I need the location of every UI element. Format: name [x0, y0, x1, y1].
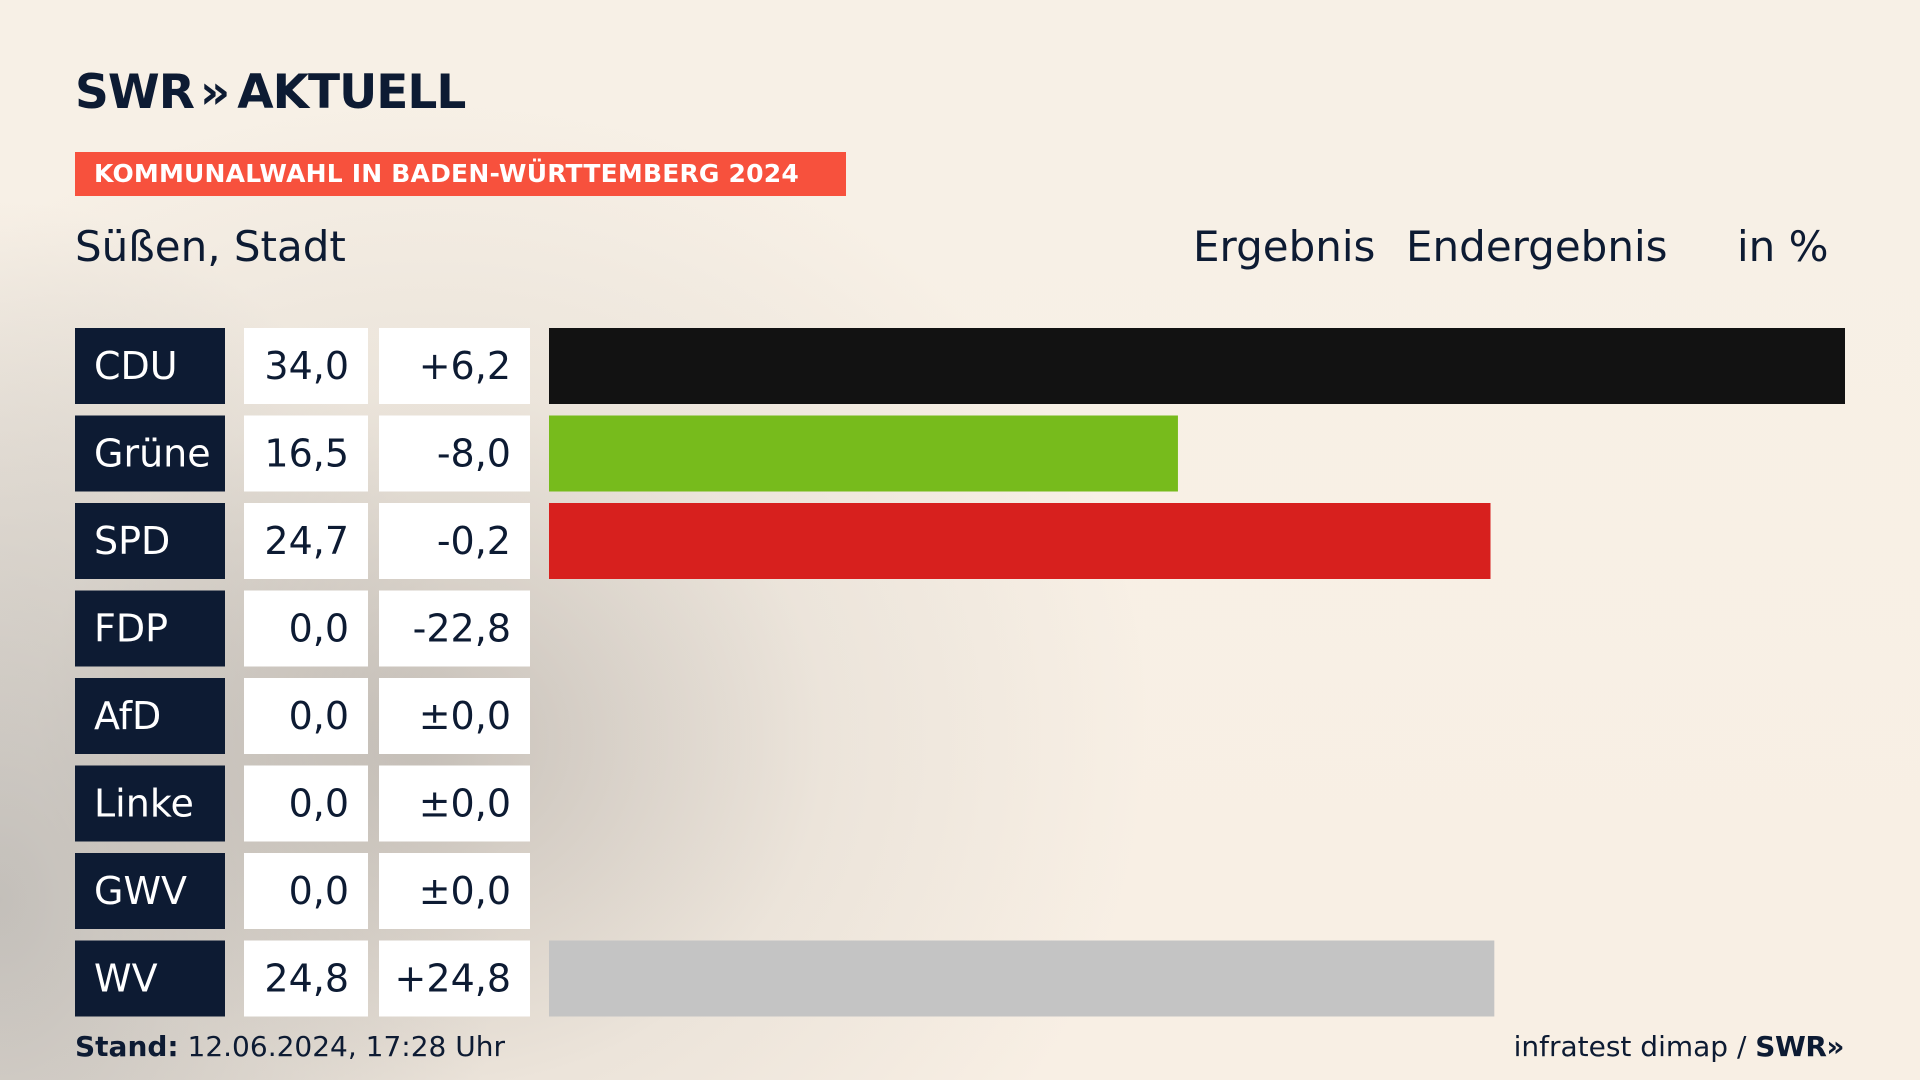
- party-label: WV: [94, 957, 158, 1001]
- change-cell: [379, 765, 530, 842]
- value-cell: [244, 590, 368, 667]
- value-label: 24,7: [264, 519, 349, 563]
- swr-aktuell-logo: SWR » AKTUELL: [75, 64, 466, 120]
- election-banner: KOMMUNALWAHL IN BADEN-WÜRTTEMBERG 2024: [75, 152, 846, 196]
- value-label: 0,0: [289, 782, 349, 826]
- logo-swr-text: SWR: [75, 64, 195, 120]
- party-label: Linke: [94, 782, 194, 826]
- party-label-box: [75, 503, 225, 579]
- party-label: CDU: [94, 344, 178, 388]
- change-label: -0,2: [437, 519, 511, 563]
- party-label-box: [75, 415, 225, 492]
- bar-grüne: [549, 415, 1178, 492]
- value-label: 16,5: [264, 432, 349, 476]
- source-swr-logo: SWR»: [1755, 1030, 1844, 1063]
- change-cell: [379, 328, 530, 404]
- party-label-box: [75, 765, 225, 842]
- source-credit: infratest dimap / SWR»: [1513, 1030, 1845, 1063]
- change-cell: [379, 590, 530, 667]
- party-label: Grüne: [94, 432, 211, 476]
- change-cell: [379, 940, 530, 1017]
- party-label-box: [75, 590, 225, 667]
- stand-label: Stand:: [75, 1030, 179, 1063]
- change-cell: [379, 678, 530, 754]
- stand-value: 12.06.2024, 17:28 Uhr: [187, 1030, 505, 1063]
- value-cell: [244, 940, 368, 1017]
- bar-wv: [549, 940, 1495, 1017]
- value-cell: [244, 415, 368, 492]
- change-cell: [379, 415, 530, 492]
- party-label: AfD: [94, 694, 161, 738]
- place-title: Süßen, Stadt: [75, 222, 346, 271]
- value-cell: [244, 503, 368, 579]
- logo-aktuell-text: AKTUELL: [237, 64, 466, 120]
- logo-chevron-icon: »: [199, 64, 230, 120]
- change-label: -8,0: [437, 432, 511, 476]
- value-cell: [244, 678, 368, 754]
- value-cell: [244, 765, 368, 842]
- bar-cdu: [549, 328, 1845, 404]
- change-label: ±0,0: [419, 694, 511, 738]
- party-label-box: [75, 853, 225, 929]
- change-label: +6,2: [419, 344, 511, 388]
- unit-label: in %: [1737, 222, 1829, 271]
- change-label: ±0,0: [419, 782, 511, 826]
- timestamp: Stand: 12.06.2024, 17:28 Uhr: [75, 1030, 505, 1063]
- change-label: ±0,0: [419, 869, 511, 913]
- party-label-box: [75, 678, 225, 754]
- value-label: 0,0: [289, 694, 349, 738]
- party-label: FDP: [94, 607, 168, 651]
- party-label-box: [75, 328, 225, 404]
- change-label: -22,8: [413, 607, 511, 651]
- source-text: infratest dimap /: [1513, 1030, 1756, 1063]
- status-label: Endergebnis: [1406, 222, 1668, 271]
- result-label: Ergebnis: [1193, 222, 1376, 271]
- party-label: GWV: [94, 869, 187, 913]
- change-cell: [379, 503, 530, 579]
- bar-spd: [549, 503, 1491, 579]
- party-label: SPD: [94, 519, 170, 563]
- value-label: 0,0: [289, 607, 349, 651]
- value-cell: [244, 328, 368, 404]
- value-label: 0,0: [289, 869, 349, 913]
- value-cell: [244, 853, 368, 929]
- value-label: 34,0: [264, 344, 349, 388]
- party-label-box: [75, 940, 225, 1017]
- change-cell: [379, 853, 530, 929]
- change-label: +24,8: [395, 957, 511, 1001]
- value-label: 24,8: [264, 957, 349, 1001]
